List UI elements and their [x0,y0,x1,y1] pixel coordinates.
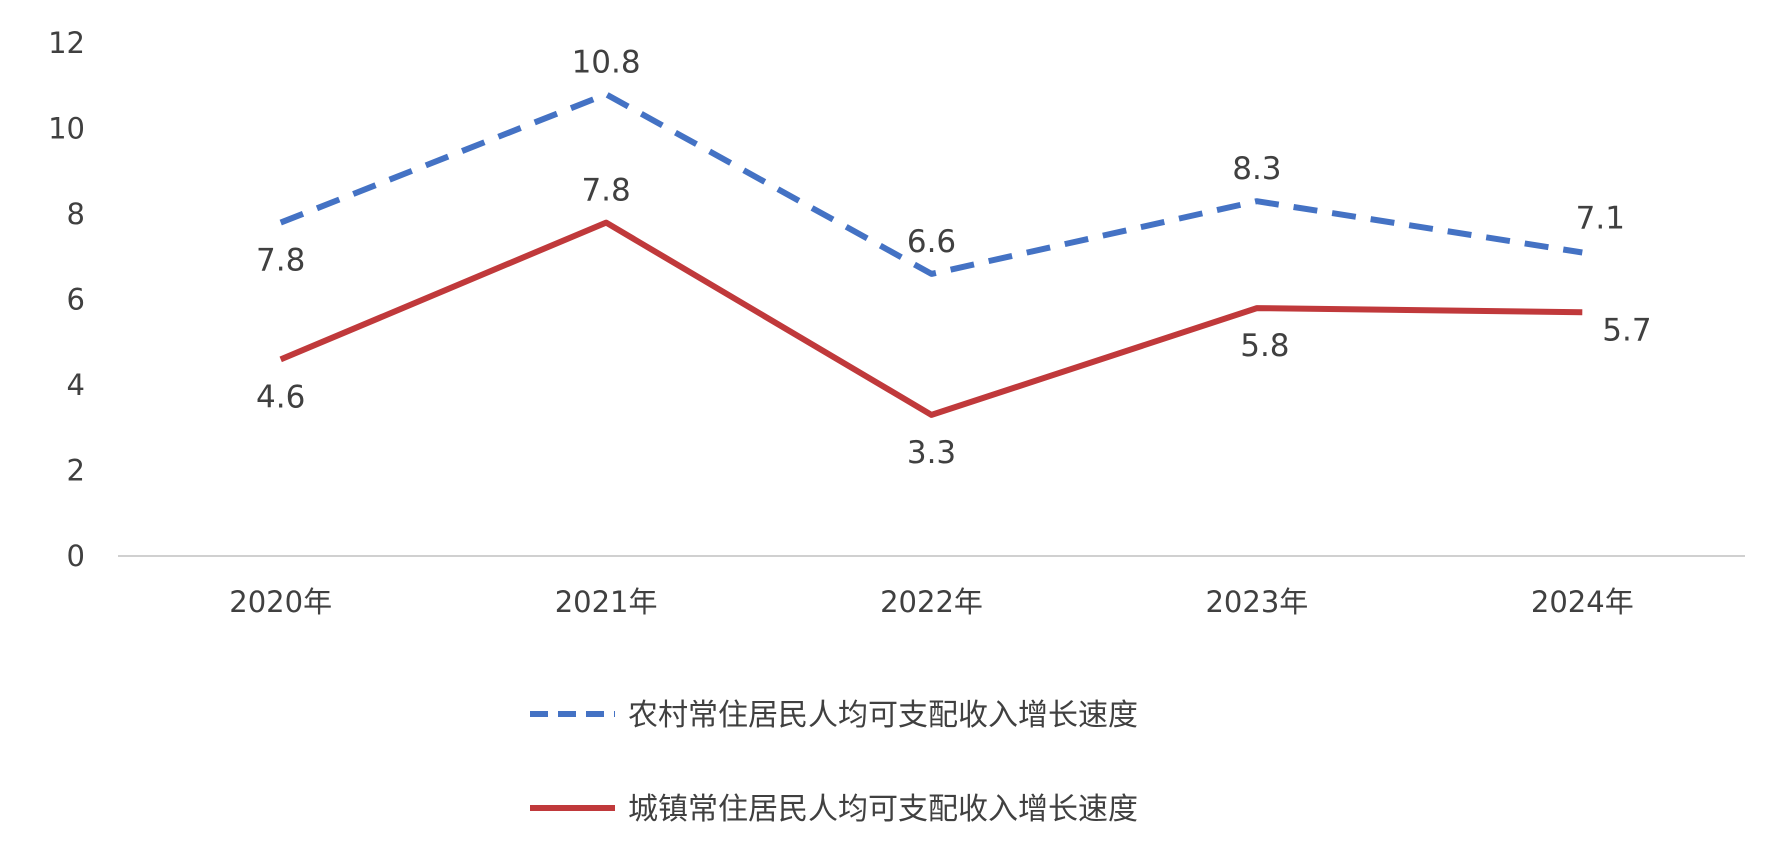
y-tick-label: 10 [48,112,85,146]
y-axis-ticks: 0 2 4 6 8 10 12 [48,26,85,573]
x-tick-label: 2023年 [1205,585,1308,619]
y-tick-label: 6 [67,283,85,317]
x-tick-label: 2021年 [555,585,658,619]
data-labels: 7.8 10.8 6.6 8.3 7.1 4.6 7.8 3.3 5.8 5.7 [256,44,1652,471]
rural-data-label: 7.1 [1576,200,1625,236]
x-axis-ticks: 2020年 2021年 2022年 2023年 2024年 [229,585,1633,619]
urban-growth-series-line [279,219,1583,418]
legend-label-urban: 城镇常住居民人均可支配收入增长速度 [628,792,1138,827]
x-tick-label: 2020年 [229,585,332,619]
series-lines [279,91,1583,418]
x-tick-label: 2022年 [880,585,983,619]
urban-data-label: 5.7 [1602,312,1651,348]
urban-data-label: 5.8 [1240,328,1289,364]
y-tick-label: 4 [67,368,85,402]
rural-growth-series-line [279,91,1583,277]
rural-data-label: 10.8 [572,44,641,80]
rural-data-label: 8.3 [1232,151,1281,187]
urban-data-label: 7.8 [581,173,630,209]
rural-data-label: 6.6 [907,224,956,260]
legend-label-rural: 农村常住居民人均可支配收入增长速度 [628,698,1138,733]
rural-data-label: 7.8 [256,243,305,279]
x-tick-label: 2024年 [1531,585,1634,619]
y-tick-label: 2 [67,454,85,488]
urban-data-label: 4.6 [256,379,305,415]
y-tick-label: 0 [67,539,85,573]
y-tick-label: 8 [67,197,85,231]
y-tick-label: 12 [48,26,85,60]
urban-data-label: 3.3 [907,435,956,471]
